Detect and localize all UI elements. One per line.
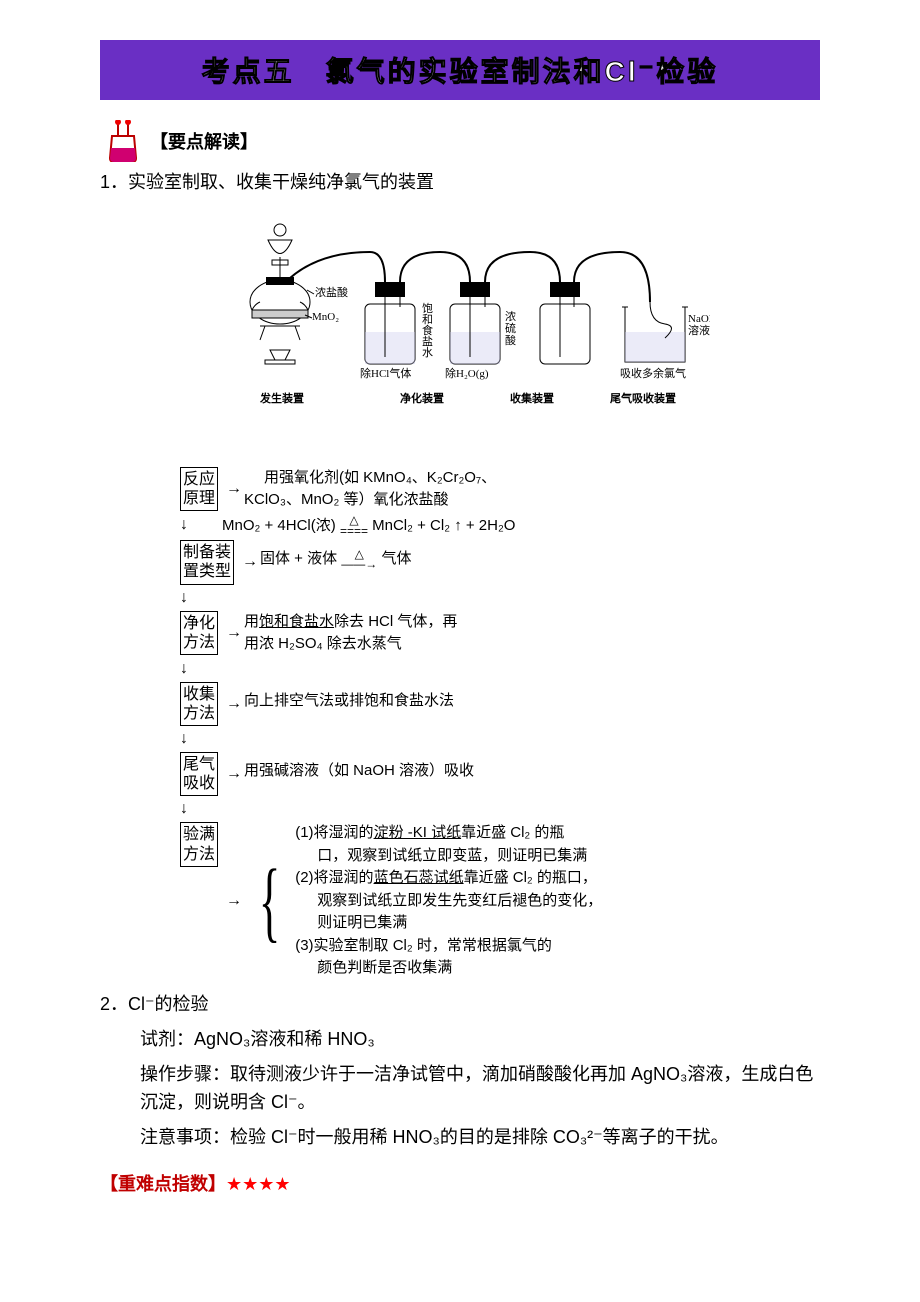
brace-methods: { (1)将湿润的淀粉 -KI 试纸靠近盛 Cl₂ 的瓶 口，观察到试纸立即变蓝… <box>244 822 602 980</box>
bot4: 尾气吸收装置 <box>609 391 676 405</box>
bot3: 收集装置 <box>510 391 554 405</box>
m2b: 靠近盛 Cl₂ 的瓶口， <box>464 869 597 886</box>
label-mno2: MnO₂ <box>312 311 339 323</box>
t1a: 用强氧化剂(如 KMnO₄、K₂Cr₂O₇、 <box>264 467 496 490</box>
text-5: 用强碱溶液（如 NaOH 溶液）吸收 <box>244 752 474 783</box>
m1u: 淀粉 -KI 试纸 <box>374 824 462 841</box>
flow-diagram: 反应 原理 → 用强氧化剂(如 KMnO₄、K₂Cr₂O₇、 KClO₃、MnO… <box>180 467 740 980</box>
arrow-right-icon: → <box>226 765 242 783</box>
m3a: (3)实验室制取 Cl₂ 时，常常根据氯气的 <box>295 935 602 958</box>
l-na2: 溶液 <box>688 323 710 337</box>
m1c: 口，观察到试纸立即变蓝，则证明已集满 <box>295 845 602 868</box>
section-header: 【要点解读】 <box>100 120 820 162</box>
m1b: 靠近盛 Cl₂ 的瓶 <box>461 824 564 841</box>
apparatus-diagram: 浓盐酸 MnO₂ 饱 和 食 盐 水 除HCl气体 浓 硫 酸 <box>210 212 710 447</box>
arrow-right-icon: → <box>226 892 242 910</box>
flow-row-1: 反应 原理 → 用强氧化剂(如 KMnO₄、K₂Cr₂O₇、 KClO₃、MnO… <box>180 467 740 512</box>
bot2: 净化装置 <box>400 391 444 405</box>
line-1: 1．实验室制取、收集干燥纯净氯气的装置 <box>100 168 820 197</box>
t3b: 除去 HCl 气体，再 <box>334 613 457 630</box>
text-2: 固体 + 液体 △——→ 气体 <box>260 540 411 571</box>
m2: (2)将湿润的蓝色石蕊试纸靠近盛 Cl₂ 的瓶口， <box>295 867 602 890</box>
l-sub4: 吸收多余氯气 <box>620 366 686 380</box>
arrow-down-icon: ↓ <box>180 590 188 606</box>
flow-row-3: 净化 方法 → 用饱和食盐水除去 HCl 气体，再 用浓 H₂SO₄ 除去水蒸气 <box>180 611 740 656</box>
arrow-down-icon: ↓ <box>180 517 188 533</box>
label-hcl: 浓盐酸 <box>315 285 348 299</box>
flask-icon <box>100 120 150 162</box>
box-type: 制备装 置类型 <box>180 540 234 584</box>
keypoints-label: 【要点解读】 <box>150 128 258 154</box>
t3u: 饱和食盐水 <box>259 613 334 630</box>
l-h2: 硫 <box>505 321 516 335</box>
m1: (1)将湿润的淀粉 -KI 试纸靠近盛 Cl₂ 的瓶 <box>295 822 602 845</box>
t2d: △ <box>355 547 364 561</box>
text-4: 向上排空气法或排饱和食盐水法 <box>244 682 454 713</box>
arrow-right-icon: → <box>226 480 242 498</box>
flow-row-5: 尾气 吸收 → 用强碱溶液（如 NaOH 溶液）吸收 <box>180 752 740 796</box>
arrow-down-icon: ↓ <box>180 731 188 747</box>
sec2-line1: 2．Cl⁻的检验 <box>100 990 820 1019</box>
l-s1: 饱 <box>422 301 433 315</box>
flow-row-2: 制备装 置类型 → 固体 + 液体 △——→ 气体 <box>180 540 740 584</box>
box-collect: 收集 方法 <box>180 682 218 726</box>
equation-1: MnO₂ + 4HCl(浓) △==== MnCl₂ + Cl₂ ↑ + 2H₂… <box>222 515 515 538</box>
t2r: 气体 <box>381 550 411 567</box>
t3a: 用 <box>244 613 259 630</box>
arrow-down-icon: ↓ <box>180 661 188 677</box>
difficulty-stars: ★★★★ <box>226 1174 291 1194</box>
t3c: 用浓 H₂SO₄ 除去水蒸气 <box>244 633 457 656</box>
l-sub1: 除HCl气体 <box>360 366 411 380</box>
sec2-line2: 试剂：AgNO₃溶液和稀 HNO₃ <box>100 1025 820 1054</box>
eq-l: MnO₂ + 4HCl(浓) <box>222 517 336 534</box>
t2: 固体 + 液体 <box>260 550 337 567</box>
text-1: 用强氧化剂(如 KMnO₄、K₂Cr₂O₇、 KClO₃、MnO₂ 等）氧化浓盐… <box>244 467 496 512</box>
bot1: 发生装置 <box>259 391 304 405</box>
box-principle: 反应 原理 <box>180 467 218 511</box>
l-s5: 水 <box>422 346 433 359</box>
topic-banner: 考点五 氯气的实验室制法和Cl⁻检验 <box>100 40 820 100</box>
flow-row-6: 验满 方法 → { (1)将湿润的淀粉 -KI 试纸靠近盛 Cl₂ 的瓶 口，观… <box>180 822 740 980</box>
arrow-right-icon: → <box>226 624 242 642</box>
m3b: 颜色判断是否收集满 <box>295 957 602 980</box>
l-h1: 浓 <box>505 310 516 323</box>
flow-row-4: 收集 方法 → 向上排空气法或排饱和食盐水法 <box>180 682 740 726</box>
difficulty-row: 【重难点指数】★★★★ <box>100 1170 820 1199</box>
sec2-line4: 注意事项：检验 Cl⁻时一般用稀 HNO₃的目的是排除 CO₃²⁻等离子的干扰。 <box>100 1123 820 1152</box>
l-sub2: 除H₂O(g) <box>445 366 489 380</box>
m2d: 则证明已集满 <box>295 912 602 935</box>
sec2-line3: 操作步骤：取待测液少许于一洁净试管中，滴加硝酸酸化再加 AgNO₃溶液，生成白色… <box>100 1060 820 1118</box>
t1b: KClO₃、MnO₂ 等）氧化浓盐酸 <box>244 489 496 512</box>
box-full: 验满 方法 <box>180 822 218 866</box>
m2c: 观察到试纸立即发生先变红后褪色的变化， <box>295 890 602 913</box>
l-s3: 食 <box>422 323 433 337</box>
eq-d: △ <box>349 513 358 527</box>
brace-items: (1)将湿润的淀粉 -KI 试纸靠近盛 Cl₂ 的瓶 口，观察到试纸立即变蓝，则… <box>295 822 602 980</box>
difficulty-label: 【重难点指数】 <box>100 1174 226 1194</box>
m2u: 蓝色石蕊试纸 <box>374 869 464 886</box>
arrow-down-icon: ↓ <box>180 801 188 817</box>
l-h3: 酸 <box>505 333 516 347</box>
eq-r: MnCl₂ + Cl₂ ↑ + 2H₂O <box>372 517 515 534</box>
arrow-right-icon: → <box>226 695 242 713</box>
box-tail: 尾气 吸收 <box>180 752 218 796</box>
box-purify: 净化 方法 <box>180 611 218 655</box>
m2a: (2)将湿润的 <box>295 869 373 886</box>
text-3: 用饱和食盐水除去 HCl 气体，再 用浓 H₂SO₄ 除去水蒸气 <box>244 611 457 656</box>
flow-arrow-1: ↓ MnO₂ + 4HCl(浓) △==== MnCl₂ + Cl₂ ↑ + 2… <box>180 515 740 538</box>
l-na1: NaOH <box>688 313 710 325</box>
arrow-right-icon: → <box>242 553 258 571</box>
brace-icon: { <box>257 822 283 980</box>
m1a: (1)将湿润的 <box>295 824 373 841</box>
